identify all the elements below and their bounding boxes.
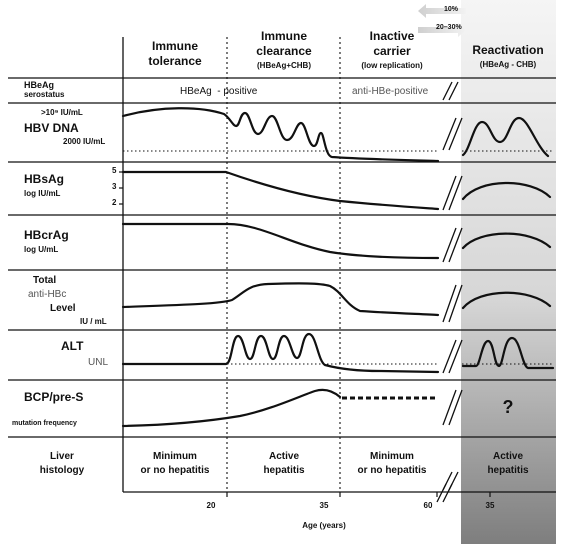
antihbc-unit: IU / mL	[80, 317, 107, 326]
bcp-sub: mutation frequency	[12, 420, 77, 427]
phase-clearance-sub: (HBeAg+CHB)	[257, 61, 311, 70]
hbvdna-upper-threshold: >10⁹ IU/mL	[41, 108, 83, 117]
x-tick-label-35-react: 35	[485, 501, 495, 510]
histology-inactive1: Minimum	[370, 451, 414, 462]
histology-reactivation2: hepatitis	[487, 465, 529, 476]
antihbc-curve	[121, 282, 440, 317]
alt-title: ALT	[61, 339, 84, 353]
hbeag-positive-text: HBeAg - positive	[180, 86, 258, 97]
phase-clearance-line1: Immune	[260, 29, 308, 43]
hbeag-label2: serostatus	[24, 90, 65, 99]
bcp-curve	[121, 388, 342, 428]
histology-label1: Liver	[50, 451, 74, 462]
phase-tolerance-line1: Immune	[151, 39, 199, 53]
histology-label2: histology	[39, 465, 85, 476]
alt-curve	[121, 332, 440, 374]
bcp-title: BCP/pre-S	[24, 390, 84, 404]
hbcrag-title: HBcrAg	[24, 228, 69, 242]
antihbc-line2: anti-HBc	[28, 289, 67, 300]
hbsag-tick-3: 3	[112, 182, 117, 191]
histology-inactive2: or no hepatitis	[357, 465, 427, 476]
row-separators	[8, 77, 556, 438]
x-tick-label-60: 60	[423, 501, 433, 510]
hbsag-unit: log IU/mL	[24, 189, 61, 198]
x-axis-label: Age (years)	[302, 521, 346, 530]
hbvdna-curve	[121, 107, 440, 163]
histology-clearance1: Active	[268, 451, 300, 462]
phase-tolerance-line2: tolerance	[148, 54, 202, 68]
hbsag-react-curve	[461, 181, 552, 201]
x-tick-label-20: 20	[206, 501, 216, 510]
hbvdna-lower-threshold: 2000 IU/mL	[63, 137, 106, 146]
arrow-20-30pct	[418, 23, 466, 37]
histology-reactivation1: Active	[492, 451, 524, 462]
hbeag-negative-text: anti-HBe-positive	[352, 86, 429, 97]
histology-tolerance1: Minimum	[153, 451, 197, 462]
phase-reactivation-title: Reactivation	[472, 43, 544, 57]
histology-tolerance2: or no hepatitis	[140, 465, 210, 476]
x-tick-label-35: 35	[319, 501, 329, 510]
phase-reactivation-sub: (HBeAg - CHB)	[479, 60, 537, 69]
hbsag-tick-2: 2	[112, 198, 117, 207]
hbvdna-react-curve	[461, 116, 550, 158]
alt-unl-label: UNL	[88, 357, 109, 368]
arrow-10pct	[418, 4, 466, 18]
phase-inactive-line2: carrier	[373, 44, 411, 58]
hbsag-tick-5: 5	[112, 166, 117, 175]
antihbc-line3: Level	[50, 303, 76, 314]
hbcrag-react-curve	[461, 232, 552, 250]
hbsag-curve	[121, 170, 440, 211]
hbcrag-unit: log U/mL	[24, 245, 59, 254]
hbeag-label1: HBeAg	[24, 80, 55, 90]
phase-inactive-sub: (low replication)	[361, 61, 423, 70]
reactivation-panel	[461, 0, 556, 544]
arrow-10pct-label: 10%	[444, 6, 459, 13]
hbvdna-title: HBV DNA	[24, 121, 79, 135]
arrow-20-30pct-label: 20–30%	[436, 24, 462, 31]
bcp-unknown: ?	[502, 397, 514, 417]
antihbc-line1: Total	[33, 275, 57, 286]
phase-clearance-line2: clearance	[256, 44, 312, 58]
hbsag-title: HBsAg	[24, 172, 65, 186]
x-axis-ticks	[226, 492, 491, 497]
axis-break-marks	[436, 81, 463, 503]
hbcrag-curve	[121, 222, 440, 260]
antihbc-react-curve	[461, 291, 552, 310]
phase-inactive-line1: Inactive	[369, 29, 415, 43]
alt-react-curve	[461, 336, 555, 370]
histology-clearance2: hepatitis	[263, 465, 305, 476]
